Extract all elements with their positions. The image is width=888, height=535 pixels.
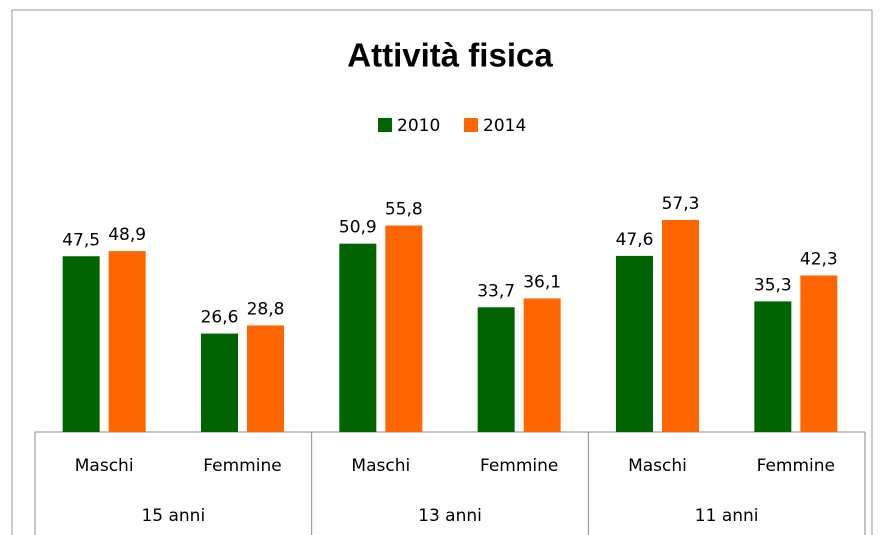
legend-label: 2010 [397, 116, 440, 136]
bar [62, 256, 100, 432]
data-label: 36,1 [523, 272, 561, 292]
bar [477, 307, 515, 432]
bar [800, 275, 838, 432]
legend-swatch [464, 118, 478, 132]
data-label: 48,9 [108, 225, 146, 245]
data-label: 47,6 [616, 230, 654, 250]
group-label: 13 anni [418, 506, 482, 526]
group-label: 11 anni [695, 506, 759, 526]
bar [662, 219, 699, 432]
data-label: 33,7 [477, 281, 515, 301]
bar [247, 325, 284, 432]
chart-frame [11, 9, 873, 535]
bar [201, 333, 238, 432]
x-tick-label: Femmine [203, 456, 281, 476]
x-tick-label: Maschi [351, 456, 410, 476]
data-label: 57,3 [662, 194, 700, 214]
data-label: 50,9 [339, 218, 377, 238]
x-tick-label: Maschi [75, 456, 134, 476]
bar [385, 225, 423, 432]
x-tick-label: Femmine [480, 456, 558, 476]
chart-title: Attività fisica [347, 37, 553, 74]
group-label: 15 anni [141, 506, 205, 526]
x-tick-label: Maschi [628, 456, 687, 476]
data-label: 35,3 [754, 275, 792, 295]
bar [523, 298, 561, 432]
data-label: 47,5 [62, 230, 100, 250]
bar [108, 251, 146, 432]
bar [754, 301, 792, 432]
legend-swatch [378, 118, 392, 132]
legend-label: 2014 [483, 116, 526, 136]
data-label: 28,8 [247, 299, 285, 319]
data-label: 42,3 [800, 249, 838, 269]
bar [339, 243, 377, 432]
data-label: 55,8 [385, 200, 423, 220]
x-tick-label: Femmine [757, 456, 835, 476]
bar [616, 255, 653, 432]
data-label: 26,6 [201, 308, 239, 328]
